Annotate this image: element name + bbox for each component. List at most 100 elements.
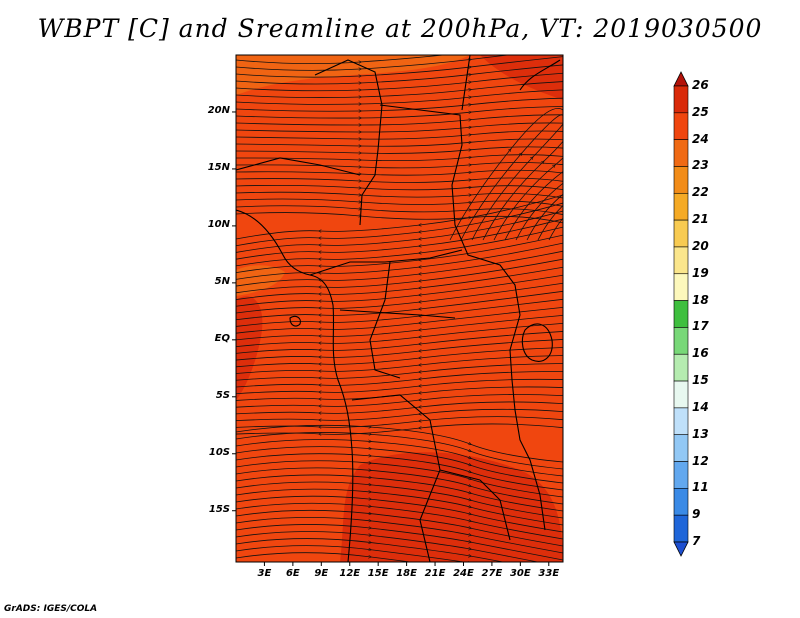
colorbar-label: 25 (692, 104, 709, 119)
lon-label: 6E (285, 568, 300, 579)
lat-label: 15N (207, 161, 230, 173)
streamline (236, 138, 563, 146)
colorbar-box (673, 273, 689, 301)
boundary-line (289, 315, 301, 327)
colorbar-label: 23 (692, 158, 709, 173)
streamline (236, 146, 563, 154)
streamline (236, 218, 563, 260)
streamline (471, 121, 563, 241)
colorbar-label: 22 (692, 185, 709, 200)
lon-label: 15E (367, 568, 389, 579)
colorbar-top-arrow (673, 71, 689, 87)
lat-label: 10N (207, 218, 230, 230)
colorbar-label: 24 (692, 131, 709, 146)
colorbar-label: 14 (692, 399, 709, 414)
streamline (236, 439, 563, 477)
streamline (236, 552, 563, 562)
lat-label: 5N (214, 275, 230, 287)
colorbar-label: 26 (692, 78, 709, 92)
streamline (236, 371, 563, 388)
streamline (236, 322, 563, 348)
colorbar-box (673, 461, 689, 489)
streamline (449, 108, 563, 241)
streamline (236, 282, 563, 314)
streamline (236, 424, 563, 463)
streamline (236, 122, 563, 132)
streamline (236, 258, 563, 294)
colorbar-box (673, 112, 689, 140)
boundary-line (521, 323, 553, 362)
streamline (493, 133, 563, 241)
lon-label: 30E (509, 568, 531, 579)
streamline (236, 274, 563, 307)
streamline (236, 97, 563, 111)
streamline (236, 234, 563, 274)
streamline (460, 114, 563, 241)
axis-ticks (232, 111, 550, 566)
lon-label: 24E (453, 568, 474, 579)
boundary-line (351, 394, 441, 562)
boundary-line (309, 249, 463, 276)
colorbar-box (673, 85, 689, 114)
colorbar-box (673, 219, 689, 248)
map-frame (235, 54, 564, 563)
streamline (236, 242, 563, 280)
streamline (236, 347, 563, 368)
streamline (236, 355, 563, 374)
streamline (236, 306, 563, 334)
colorbar-box (673, 166, 689, 194)
boundary-line (439, 469, 481, 481)
streamline (482, 127, 563, 241)
lat-label: EQ (214, 332, 230, 344)
streamline (236, 339, 563, 361)
colorbar (673, 71, 689, 557)
colorbar-box (673, 300, 689, 328)
streamlines (236, 55, 563, 562)
colorbar-label: 16 (692, 346, 709, 361)
colorbar-label: 15 (692, 373, 709, 388)
lon-label: 3E (257, 568, 272, 579)
colorbar-label: 13 (692, 426, 709, 441)
boundary-line (369, 261, 401, 379)
streamline (236, 114, 563, 125)
boundary-line (236, 157, 361, 176)
colorbar-label: 17 (692, 319, 709, 334)
lon-label: 27E (481, 568, 503, 579)
boundary-line (479, 479, 511, 541)
colorbar-box (673, 407, 689, 436)
lat-label: 20N (207, 104, 230, 116)
colorbar-box (673, 434, 689, 462)
lon-label: 12E (339, 568, 361, 579)
streamline (236, 290, 563, 321)
streamline (236, 266, 563, 300)
boundary-line (314, 59, 383, 226)
colorbar-label: 7 (692, 534, 701, 548)
lat-label: 15S (208, 503, 230, 515)
colorbar-label: 9 (692, 507, 701, 522)
page-title: WBPT [C] and Sreamline at 200hPa, VT: 20… (37, 14, 763, 43)
lat-label: 5S (215, 389, 230, 401)
boundary-line (519, 59, 561, 91)
wbpt-fill-24-25-west (236, 296, 263, 400)
colorbar-label: 20 (692, 238, 709, 253)
colorbar-label: 18 (692, 292, 709, 307)
colorbar-box (673, 327, 689, 355)
streamline (236, 169, 563, 175)
streamline (236, 64, 563, 84)
lon-label: 18E (396, 568, 417, 579)
streamline (236, 363, 563, 381)
streamline (236, 202, 563, 247)
grads-credit: GrADS: IGES/COLA (4, 604, 98, 614)
streamline (526, 152, 563, 241)
wbpt-fill-24-25-northeast (480, 55, 563, 100)
streamline (236, 72, 563, 91)
streamline (236, 331, 563, 354)
streamline (236, 401, 563, 414)
streamline (236, 298, 563, 327)
streamline (236, 408, 563, 420)
streamline (236, 184, 563, 191)
streamline (236, 89, 563, 105)
streamline (236, 226, 563, 267)
boundary-line (236, 209, 354, 562)
